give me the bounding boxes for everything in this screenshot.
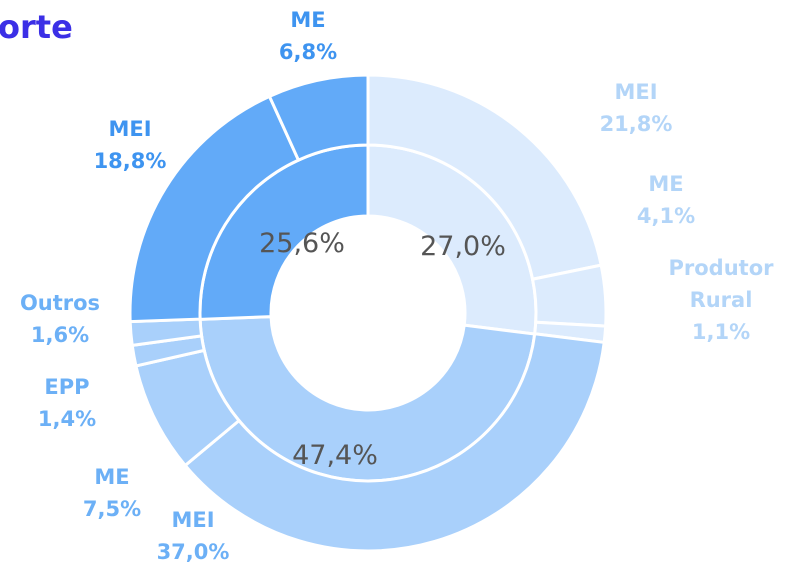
segment-value: 21,8%	[599, 112, 673, 136]
segment-name: Produtor Rural	[668, 256, 774, 312]
segment-value: 4,1%	[636, 204, 696, 228]
segment-value: 1,1%	[691, 320, 751, 344]
segment-label: MEI 18,8%	[65, 113, 195, 177]
segment-label: ME 4,1%	[601, 168, 731, 232]
segment-name: MEI	[108, 117, 152, 141]
segment-name: EPP	[44, 375, 90, 399]
segment-value: 6,8%	[278, 40, 338, 64]
segment-name: ME	[648, 172, 684, 196]
segment-label: Produtor Rural 1,1%	[666, 252, 776, 348]
segment-label: MEI 21,8%	[571, 76, 701, 140]
outer-segment	[183, 332, 606, 553]
segment-value: 7,5%	[82, 497, 142, 521]
outer-segment	[267, 73, 370, 163]
chart-title: orte	[0, 8, 73, 46]
segment-name: ME	[290, 8, 326, 32]
segment-label: MEI 37,0%	[128, 504, 258, 564]
segment-value: 1,6%	[30, 323, 90, 347]
segment-name: Outros	[19, 291, 101, 315]
segment-label: EPP 1,4%	[2, 371, 132, 435]
segment-value: 37,0%	[156, 540, 230, 564]
segment-name: MEI	[614, 80, 658, 104]
segment-name: ME	[94, 465, 130, 489]
segment-label: Outros 1,6%	[0, 287, 125, 351]
segment-value: 1,4%	[37, 407, 97, 431]
group-value: 27,0%	[420, 231, 506, 262]
segment-label: ME 6,8%	[243, 4, 373, 68]
segment-name: MEI	[171, 508, 215, 532]
group-value: 25,6%	[259, 228, 345, 259]
segment-value: 18,8%	[93, 149, 167, 173]
group-value: 47,4%	[292, 440, 378, 471]
segment-label: ME 7,5%	[47, 461, 177, 525]
